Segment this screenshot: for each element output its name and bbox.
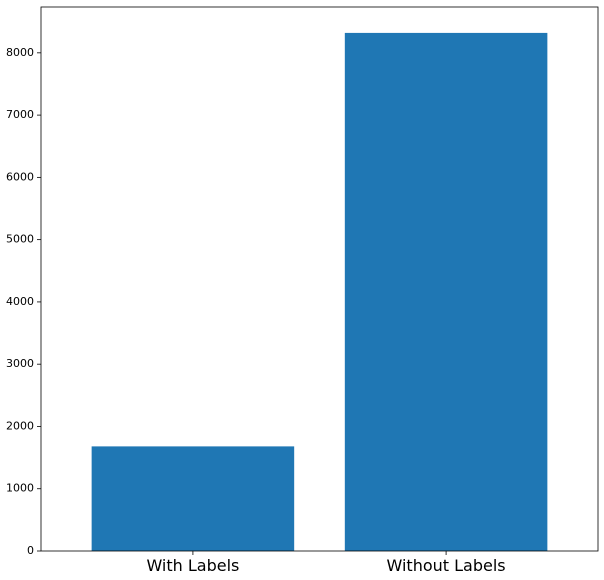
- y-tick-label: 1000: [6, 482, 34, 495]
- bar-with-labels: [91, 446, 295, 551]
- plot-frame: [40, 6, 599, 552]
- y-tick-label: 7000: [6, 108, 34, 121]
- y-tick-label: 4000: [6, 295, 34, 308]
- x-tick-label: With Labels: [146, 556, 239, 575]
- bars: [91, 32, 548, 551]
- y-tick-label: 5000: [6, 233, 34, 246]
- y-tick-label: 8000: [6, 46, 34, 59]
- bar-without-labels: [344, 32, 548, 551]
- x-axis: With Labels Without Labels: [146, 551, 506, 575]
- y-tick-label: 3000: [6, 357, 34, 370]
- x-tick-label: Without Labels: [387, 556, 506, 575]
- y-tick-label: 0: [27, 544, 34, 557]
- y-axis: 0 1000 2000 3000 4000 5000 6000 7000 8000: [6, 46, 41, 557]
- y-tick-label: 6000: [6, 170, 34, 183]
- y-tick-label: 2000: [6, 419, 34, 432]
- axes-spines: [40, 6, 599, 552]
